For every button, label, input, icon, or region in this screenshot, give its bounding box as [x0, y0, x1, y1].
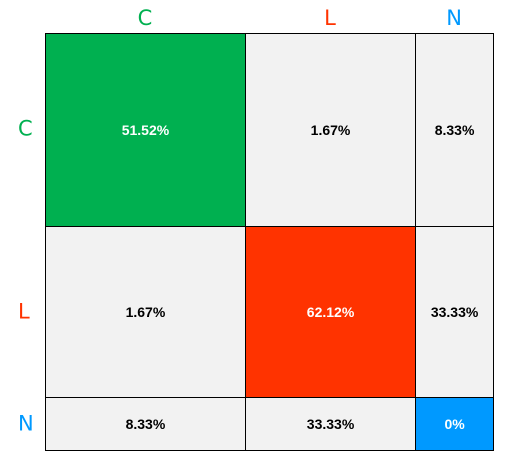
heatmap-cell-c-l: 1.67% [244, 33, 417, 227]
row-label-l: L [18, 299, 30, 324]
row-label-n: N [18, 411, 34, 436]
heatmap-cell-n-l: 33.33% [244, 397, 417, 451]
heatmap-cell-n-c: 8.33% [45, 397, 246, 451]
heatmap-cell-c-c: 51.52% [45, 33, 246, 227]
column-label-c: C [137, 6, 153, 30]
heatmap-cell-n-n: 0% [415, 397, 494, 451]
heatmap-cell-l-n: 33.33% [415, 225, 494, 399]
heatmap-grid: 51.52% 1.67% 8.33% 1.67% 62.12% 33.33% 8.33% 33… [45, 33, 494, 451]
heatmap-cell-l-c: 1.67% [45, 225, 246, 399]
column-label-n: N [446, 6, 462, 30]
heatmap-cell-l-l: 62.12% [244, 225, 417, 399]
row-label-c: C [18, 116, 33, 141]
heatmap-cell-c-n: 8.33% [415, 33, 494, 227]
column-label-l: L [324, 6, 336, 30]
